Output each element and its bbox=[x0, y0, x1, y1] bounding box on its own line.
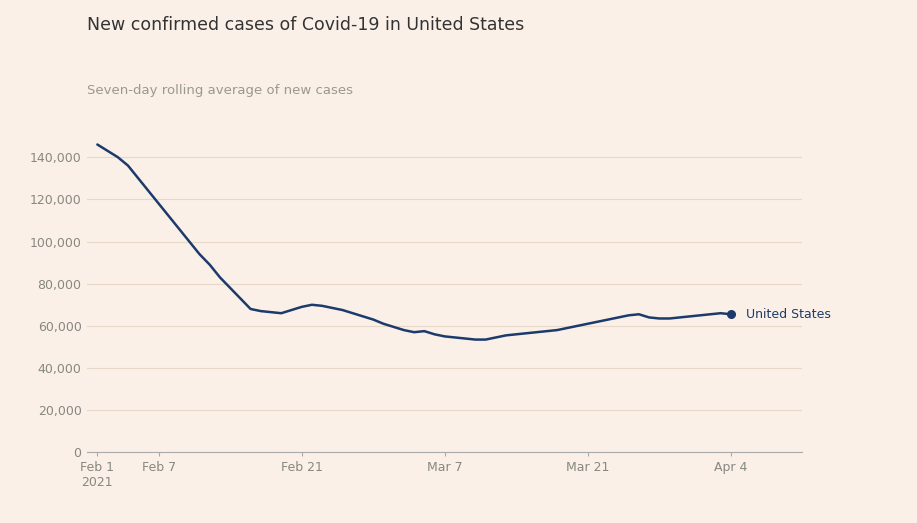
Text: United States: United States bbox=[746, 308, 831, 321]
Text: New confirmed cases of Covid-19 in United States: New confirmed cases of Covid-19 in Unite… bbox=[87, 16, 525, 33]
Text: Seven-day rolling average of new cases: Seven-day rolling average of new cases bbox=[87, 84, 353, 97]
